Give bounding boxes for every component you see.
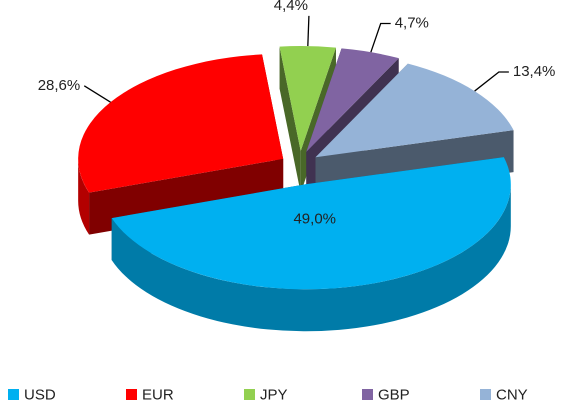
legend-label: EUR bbox=[142, 386, 174, 403]
data-label: 49,0% bbox=[293, 210, 336, 227]
legend-label: CNY bbox=[496, 386, 528, 403]
legend-label: USD bbox=[24, 386, 56, 403]
data-label: 4,7% bbox=[395, 14, 429, 31]
leader-line bbox=[307, 15, 310, 47]
legend-label: GBP bbox=[378, 386, 410, 403]
legend-swatch bbox=[480, 389, 491, 400]
leader-line bbox=[83, 85, 111, 103]
legend-swatch bbox=[8, 389, 19, 400]
slice-top bbox=[279, 46, 336, 152]
data-label: 13,4% bbox=[513, 63, 556, 80]
slice-top bbox=[111, 157, 511, 290]
data-label: 4,4% bbox=[274, 0, 308, 14]
slice-outer-wall bbox=[111, 184, 511, 332]
slice-top bbox=[306, 48, 399, 152]
legend-swatch bbox=[362, 389, 373, 400]
slice-top bbox=[315, 63, 514, 158]
legend-swatch bbox=[244, 389, 255, 400]
legend: USD EUR JPY GBP CNY bbox=[8, 386, 528, 403]
slice-top bbox=[78, 54, 284, 193]
slice-outer-wall bbox=[78, 158, 90, 235]
slice-cut-wall bbox=[279, 46, 301, 194]
slice bbox=[111, 157, 511, 332]
legend-swatch bbox=[126, 389, 137, 400]
leader-line bbox=[370, 22, 391, 53]
data-label: 28,6% bbox=[38, 77, 81, 94]
legend-label: JPY bbox=[260, 386, 288, 403]
leader-line bbox=[474, 71, 509, 92]
